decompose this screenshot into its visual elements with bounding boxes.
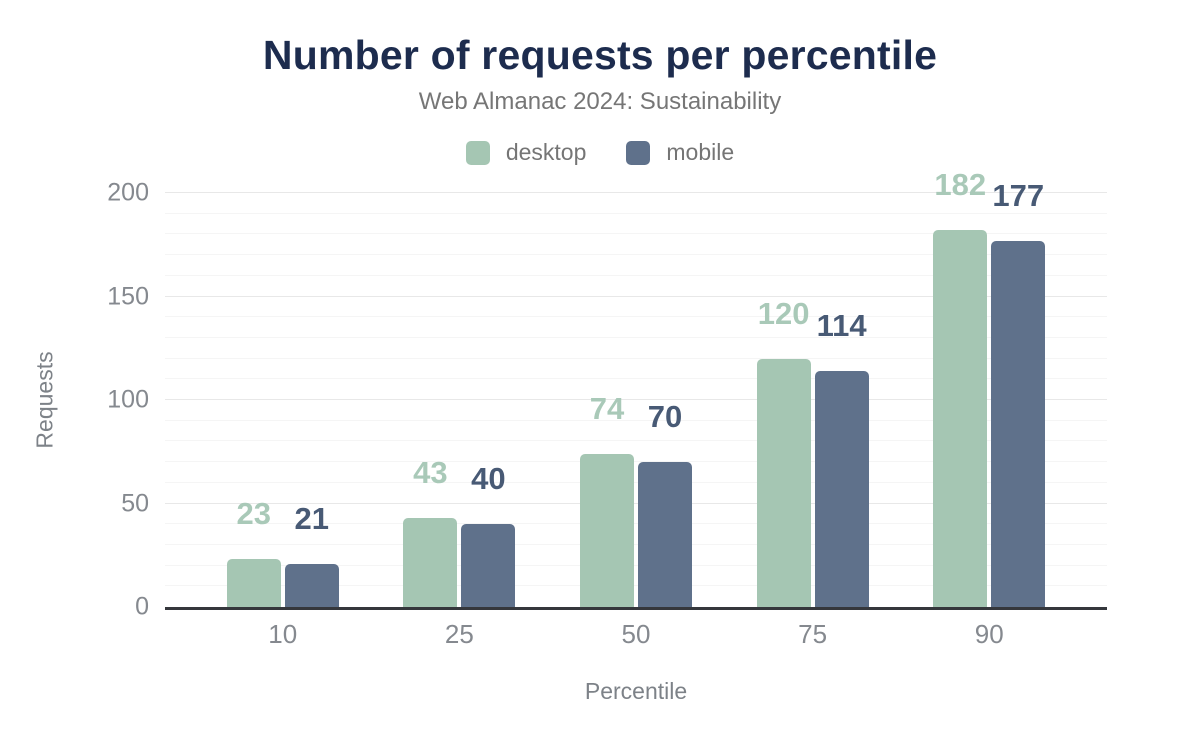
legend: desktop mobile (0, 139, 1200, 166)
legend-item-desktop[interactable]: desktop (465, 139, 587, 166)
x-axis-tick-label: 90 (974, 619, 1004, 649)
desktop-swatch-icon (465, 140, 490, 165)
chart-title: Number of requests per percentile (262, 32, 938, 78)
bar-mobile-p90[interactable] (991, 240, 1046, 607)
minor-gridline (165, 543, 1107, 545)
y-axis-tick-label: 50 (121, 489, 149, 517)
major-gridline (165, 295, 1107, 297)
minor-gridline (165, 419, 1107, 421)
bar-value-label-desktop-p25: 43 (413, 455, 448, 490)
minor-gridline (165, 378, 1107, 380)
legend-label-desktop: desktop (505, 139, 587, 165)
bar-desktop-p75[interactable] (756, 358, 811, 607)
x-axis-tick-label: 75 (798, 619, 828, 649)
major-gridline (165, 399, 1107, 400)
x-axis-tick-label: 25 (444, 619, 474, 649)
bar-mobile-p75[interactable] (814, 371, 869, 607)
minor-gridline (165, 254, 1107, 256)
bar-value-label-mobile-p50: 70 (647, 399, 683, 435)
minor-gridline (165, 274, 1107, 276)
x-axis-title: Percentile (584, 678, 688, 704)
y-axis-tick-label: 100 (107, 385, 149, 414)
bar-value-label-desktop-p10: 23 (236, 496, 271, 532)
minor-gridline (165, 585, 1107, 587)
minor-gridline (165, 523, 1107, 525)
y-axis-tick-label: 150 (107, 282, 149, 310)
minor-gridline (165, 336, 1107, 338)
minor-gridline (165, 233, 1107, 235)
minor-gridline (165, 564, 1107, 566)
bar-value-label-desktop-p90: 182 (934, 167, 987, 203)
legend-item-mobile[interactable]: mobile (626, 139, 734, 166)
y-axis-tick-label: 200 (107, 178, 149, 207)
bar-value-label-desktop-p75: 120 (757, 295, 810, 331)
minor-gridline (165, 440, 1107, 442)
x-axis-tick-label: 10 (268, 619, 298, 649)
bar-value-label-desktop-p50: 74 (589, 390, 625, 426)
bar-desktop-p50[interactable] (580, 453, 634, 607)
bar-value-label-mobile-p10: 21 (294, 500, 329, 536)
mobile-swatch-icon (626, 140, 651, 165)
bar-value-label-mobile-p25: 40 (471, 461, 506, 497)
minor-gridline (165, 316, 1107, 318)
y-axis-title: Requests (31, 351, 58, 449)
minor-gridline (165, 481, 1107, 483)
x-axis-tick-label: 50 (621, 619, 651, 649)
major-gridline (165, 502, 1107, 504)
minor-gridline (165, 212, 1107, 214)
bar-desktop-p25[interactable] (403, 518, 458, 607)
plot-area: 0 50 100 150 200 23 21 10 43 40 25 74 70 50 120 114 75 18… (107, 169, 1107, 647)
bar-desktop-p10[interactable] (226, 559, 281, 607)
bar-mobile-p25[interactable] (461, 524, 516, 607)
bar-desktop-p90[interactable] (933, 230, 988, 607)
legend-label-mobile: mobile (666, 139, 735, 165)
minor-gridline (165, 357, 1107, 359)
chart-subtitle: Web Almanac 2024: Sustainability (418, 88, 782, 115)
bar-value-label-mobile-p75: 114 (816, 308, 867, 344)
bar-mobile-p10[interactable] (284, 563, 339, 607)
minor-gridline (165, 461, 1107, 463)
major-gridline (165, 192, 1107, 193)
bar-mobile-p50[interactable] (638, 462, 692, 607)
bar-value-label-mobile-p90: 177 (992, 177, 1045, 213)
y-axis-tick-label: 0 (135, 592, 149, 621)
